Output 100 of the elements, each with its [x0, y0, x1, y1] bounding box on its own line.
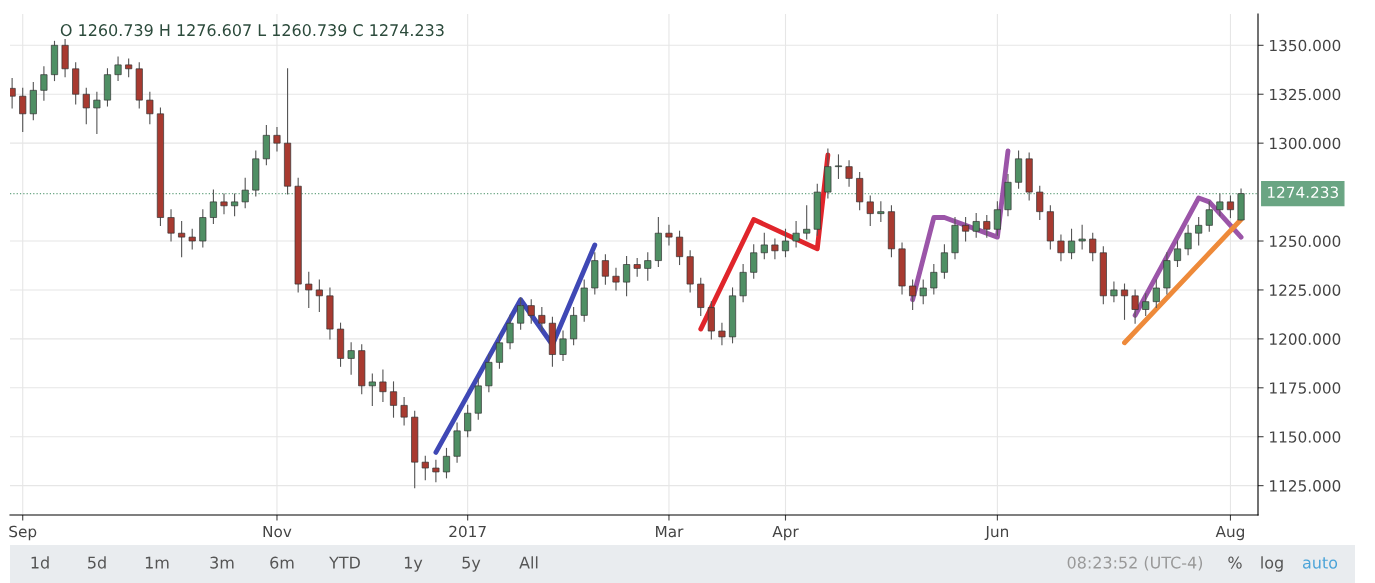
candlestick	[1110, 281, 1118, 303]
candlestick	[485, 353, 493, 393]
candlestick	[877, 201, 885, 223]
text: 1m	[145, 556, 169, 569]
candlestick	[570, 306, 578, 346]
candlestick	[940, 244, 948, 279]
text: O 1260.739 H 1276.607 L 1260.739 C 1274.233	[60, 24, 444, 37]
candlestick	[993, 201, 1001, 236]
candlestick	[845, 160, 853, 187]
candlestick	[983, 215, 991, 238]
candlestick	[919, 279, 927, 305]
y-tick-label: 1300.000	[1270, 137, 1341, 150]
candlestick	[1015, 150, 1023, 189]
x-tick-label: Sep	[9, 525, 37, 541]
candlestick	[61, 38, 69, 78]
text: 1y	[404, 556, 423, 572]
candlestick	[750, 244, 758, 279]
candlestick	[612, 267, 620, 291]
y-tick-label: 1350.000	[1270, 39, 1341, 52]
candlestick	[209, 189, 217, 224]
ref-line-label: 1274.233	[1268, 186, 1339, 199]
candlestick	[1216, 193, 1224, 217]
candlestick	[1068, 228, 1076, 260]
text: All	[519, 556, 538, 569]
text: YTD	[329, 556, 360, 569]
candlestick	[506, 314, 514, 350]
text: 5y	[462, 556, 481, 572]
y-tick-label: 1250.000	[1270, 235, 1341, 248]
candlestick	[676, 230, 684, 266]
candlestick	[665, 224, 673, 246]
candlestick	[909, 279, 917, 311]
candlestick	[834, 154, 842, 179]
candlestick	[347, 342, 355, 375]
candlestick	[930, 263, 938, 295]
candlestick	[856, 171, 864, 211]
y-tick-label: 1200.000	[1270, 333, 1341, 345]
candlestick	[167, 209, 175, 242]
line-series	[433, 242, 598, 455]
candlestick	[231, 193, 239, 217]
candlestick	[644, 252, 652, 281]
candlestick	[1142, 293, 1150, 316]
x-tick-label: Nov	[263, 525, 292, 538]
candlestick	[10, 78, 16, 109]
candlestick	[697, 277, 705, 316]
candlestick	[1152, 279, 1160, 309]
candlestick	[781, 228, 790, 258]
candlestick	[188, 228, 196, 250]
candlestick	[559, 330, 567, 361]
candlestick	[19, 87, 27, 132]
candlestick	[114, 56, 122, 82]
candlestick	[93, 91, 101, 134]
y-tick-label: 1150.000	[1270, 431, 1341, 443]
candlestick	[1184, 224, 1192, 256]
y-tick-label: 1125.000	[1270, 480, 1341, 492]
candlestick	[760, 232, 768, 260]
candlestick	[1195, 216, 1203, 246]
candlestick	[623, 256, 631, 297]
candlestick	[421, 455, 429, 481]
candlestick	[1226, 195, 1234, 219]
candlestick	[262, 124, 270, 166]
y-tick-label: 1175.000	[1270, 382, 1341, 394]
text: 08:23:52 (UTC-4)	[1067, 556, 1203, 571]
text: 1d	[31, 556, 49, 569]
y-tick-label: 1325.000	[1270, 88, 1341, 101]
candlestick	[527, 299, 535, 324]
candlestick	[739, 263, 747, 303]
candlestick	[82, 87, 90, 125]
x-tick-label: Apr	[772, 525, 799, 541]
candlestick	[1078, 224, 1086, 250]
text: 5d	[88, 556, 106, 569]
text: auto	[1302, 557, 1338, 569]
candlestick	[442, 447, 451, 479]
candlestick	[146, 91, 154, 125]
candlestick	[389, 381, 398, 418]
candlestick	[1205, 201, 1213, 232]
candlestick	[29, 81, 37, 121]
candlestick	[315, 279, 323, 313]
candlestick	[220, 193, 228, 215]
candlestick	[517, 297, 525, 330]
candlestick	[803, 205, 811, 240]
candlestick	[866, 195, 874, 226]
candlestick	[241, 177, 249, 209]
text: %	[1228, 556, 1242, 569]
candlestick	[1131, 289, 1139, 324]
candlestick	[1173, 240, 1182, 268]
candlestick	[707, 301, 715, 340]
candlestick	[305, 271, 313, 309]
candlestick	[1057, 234, 1065, 262]
candlestick	[379, 369, 387, 403]
candlestick	[432, 459, 440, 483]
candlestick	[464, 404, 472, 438]
candlestick	[199, 209, 207, 248]
x-tick-label: Jun	[984, 525, 1009, 541]
candlestick	[400, 397, 408, 426]
candlestick	[771, 238, 779, 260]
candlestick	[1036, 185, 1044, 221]
x-tick-label: 2017	[449, 525, 486, 538]
text: log	[1261, 556, 1283, 572]
candlestick	[368, 373, 376, 406]
x-tick-label: Aug	[1215, 525, 1244, 541]
